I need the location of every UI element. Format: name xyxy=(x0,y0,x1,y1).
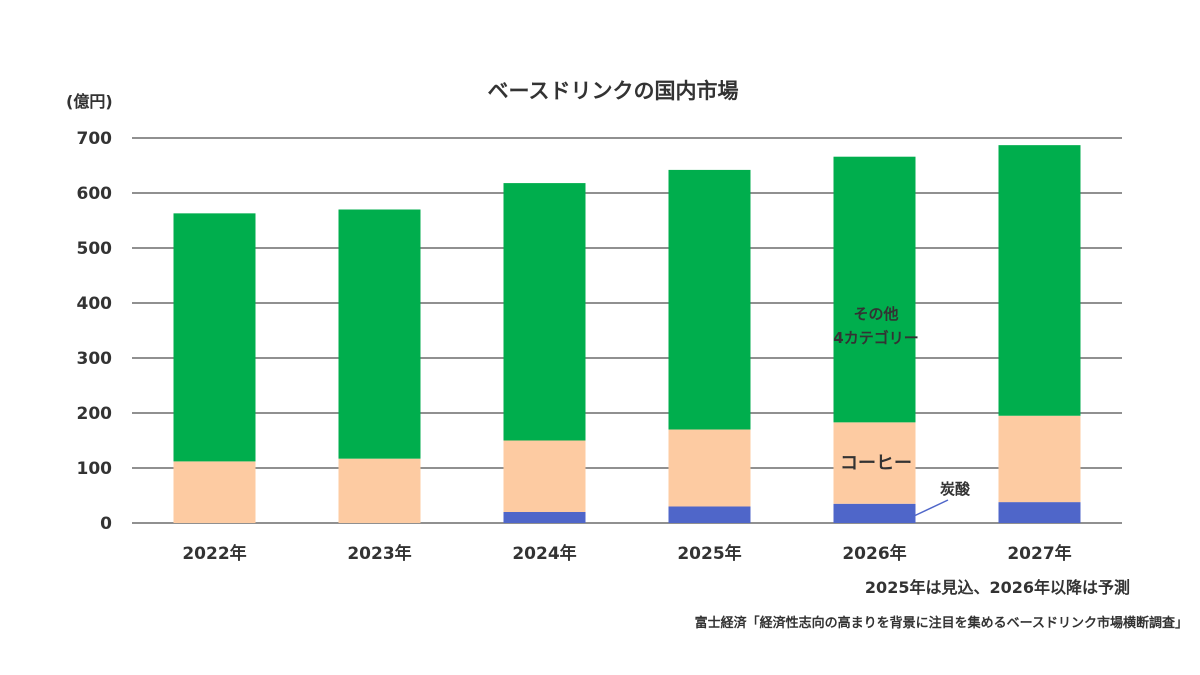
annotation-other-line1: その他 xyxy=(853,305,898,323)
y-tick-label-200: 200 xyxy=(77,404,113,424)
annotation-coffee: コーヒー xyxy=(840,453,912,474)
bar-2023年-series-2 xyxy=(338,209,421,459)
bar-2025年-series-2 xyxy=(668,169,751,430)
y-tick-label-300: 300 xyxy=(77,349,113,369)
bar-2027年-series-0 xyxy=(998,502,1081,523)
annotation-other-line2: 4カテゴリー xyxy=(833,329,918,347)
bar-2025年-series-1 xyxy=(668,429,751,507)
gridlines xyxy=(132,137,1122,524)
y-tick-labels: 0 100 200 300 400 500 600 700 xyxy=(77,129,113,534)
annotation-carbonated: 炭酸 xyxy=(940,480,971,498)
y-tick-label-700: 700 xyxy=(77,129,113,149)
bars xyxy=(173,145,1081,523)
bar-2027年-series-2 xyxy=(998,145,1081,416)
source-citation: 富士経済「経済性志向の高まりを背景に注目を集めるベースドリンク市場横断調査」 xyxy=(695,615,1188,631)
bar-2026年-series-0 xyxy=(833,503,916,523)
bar-2024年-series-0 xyxy=(503,512,586,523)
y-tick-label-600: 600 xyxy=(77,184,113,204)
chart-title: ベースドリンクの国内市場 xyxy=(488,79,739,103)
y-tick-label-0: 0 xyxy=(100,514,112,534)
bar-2026年-series-2 xyxy=(833,156,916,423)
bar-2025年-series-0 xyxy=(668,506,751,523)
y-tick-label-100: 100 xyxy=(77,459,113,479)
bar-2022年-series-1 xyxy=(173,461,256,523)
x-tick-label-1: 2023年 xyxy=(347,543,411,564)
bar-2024年-series-1 xyxy=(503,440,586,512)
bar-2026年-series-1 xyxy=(833,422,916,504)
x-tick-label-2: 2024年 xyxy=(512,543,576,564)
x-tick-label-5: 2027年 xyxy=(1007,543,1071,564)
bar-2024年-series-2 xyxy=(503,183,586,441)
x-tick-label-0: 2022年 xyxy=(182,543,246,564)
x-tick-labels: 2022年 2023年 2024年 2025年 2026年 2027年 xyxy=(182,543,1071,564)
x-tick-label-3: 2025年 xyxy=(677,543,741,564)
forecast-note: 2025年は見込、2026年以降は予測 xyxy=(865,578,1130,597)
x-tick-label-4: 2026年 xyxy=(842,543,906,564)
bar-2027年-series-1 xyxy=(998,415,1081,503)
bar-2023年-series-1 xyxy=(338,458,421,523)
bar-2022年-series-2 xyxy=(173,213,256,462)
y-axis-unit-label: (億円) xyxy=(66,92,113,111)
annotation-carbonated-leader xyxy=(913,499,949,517)
y-tick-label-500: 500 xyxy=(77,239,113,259)
y-tick-label-400: 400 xyxy=(77,294,113,314)
